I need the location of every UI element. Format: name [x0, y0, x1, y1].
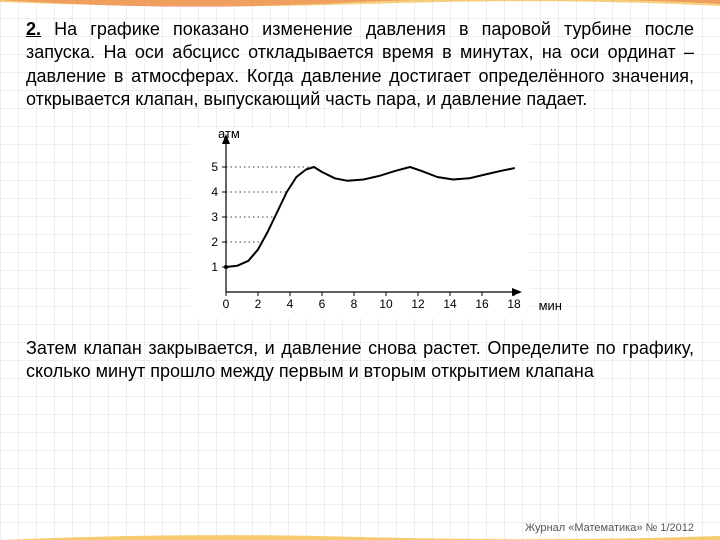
y-axis-label: атм: [218, 126, 240, 141]
bottom-decor: [0, 534, 720, 540]
x-axis-label: мин: [539, 298, 562, 313]
content-area: 2. На графике показано изменение давлени…: [0, 0, 720, 391]
svg-text:6: 6: [319, 297, 326, 311]
svg-text:1: 1: [211, 260, 218, 274]
svg-text:18: 18: [507, 297, 521, 311]
footer-citation: Журнал «Математика» № 1/2012: [525, 522, 694, 534]
svg-text:10: 10: [379, 297, 393, 311]
svg-text:4: 4: [211, 185, 218, 199]
svg-text:14: 14: [443, 297, 457, 311]
problem-number: 2.: [26, 19, 41, 39]
chart-container: атм 02468101214161812345 мин: [26, 128, 694, 323]
svg-text:0: 0: [223, 297, 230, 311]
svg-text:5: 5: [211, 160, 218, 174]
problem-body: На графике показано изменение давления в…: [26, 19, 694, 109]
svg-text:16: 16: [475, 297, 489, 311]
chart-box: атм 02468101214161812345 мин: [190, 128, 530, 323]
svg-text:3: 3: [211, 210, 218, 224]
pressure-chart: 02468101214161812345: [190, 128, 530, 318]
svg-text:8: 8: [351, 297, 358, 311]
problem-text: 2. На графике показано изменение давлени…: [26, 18, 694, 112]
svg-text:2: 2: [211, 235, 218, 249]
svg-text:12: 12: [411, 297, 425, 311]
svg-text:2: 2: [255, 297, 262, 311]
conclusion-text: Затем клапан закрывается, и давление сно…: [26, 337, 694, 384]
svg-text:4: 4: [287, 297, 294, 311]
